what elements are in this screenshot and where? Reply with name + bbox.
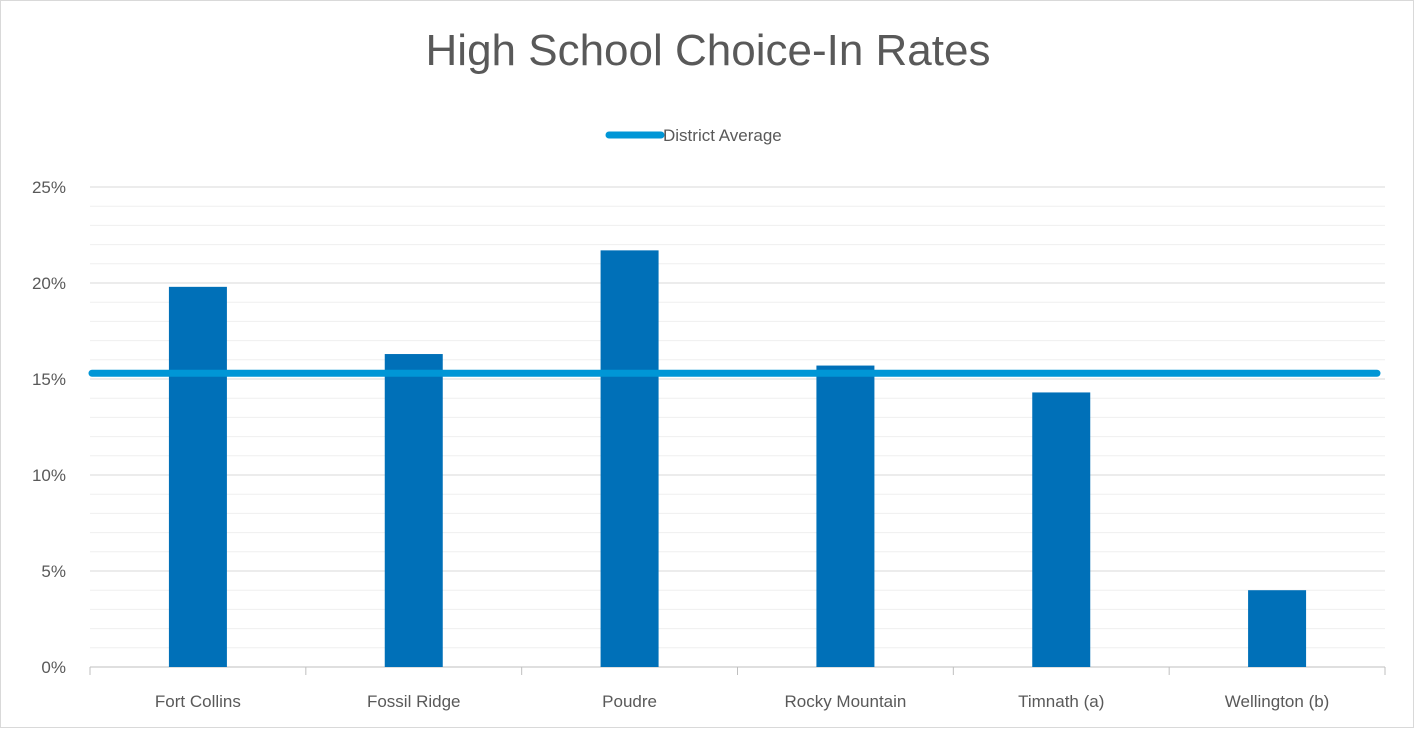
bars — [168, 250, 1307, 668]
y-tick-label: 5% — [41, 562, 66, 581]
y-axis-tick-labels: 0% 5% 10% 15% 20% 25% — [32, 178, 66, 677]
x-tick-label: Poudre — [602, 692, 657, 711]
major-gridlines — [90, 186, 1385, 572]
legend-label: District Average — [663, 126, 782, 145]
y-tick-label: 20% — [32, 274, 66, 293]
chart-title: High School Choice-In Rates — [426, 26, 991, 75]
y-tick-label: 0% — [41, 658, 66, 677]
y-tick-label: 25% — [32, 178, 66, 197]
y-tick-label: 10% — [32, 466, 66, 485]
bar — [168, 286, 227, 667]
x-tick-label: Timnath (a) — [1018, 692, 1104, 711]
x-tick-label: Wellington (b) — [1225, 692, 1330, 711]
x-axis-tick-labels: Fort Collins Fossil Ridge Poudre Rocky Moun… — [155, 692, 1329, 711]
x-tick-label: Rocky Mountain — [784, 692, 906, 711]
legend: District Average — [605, 126, 782, 145]
x-axis — [89, 666, 1386, 675]
x-tick-label: Fossil Ridge — [367, 692, 461, 711]
bar — [600, 250, 659, 668]
bar — [1248, 590, 1307, 667]
bar — [1032, 392, 1091, 667]
x-tick-label: Fort Collins — [155, 692, 241, 711]
minor-gridlines — [90, 205, 1385, 649]
y-tick-label: 15% — [32, 370, 66, 389]
bar — [384, 354, 443, 667]
bar — [816, 365, 875, 667]
